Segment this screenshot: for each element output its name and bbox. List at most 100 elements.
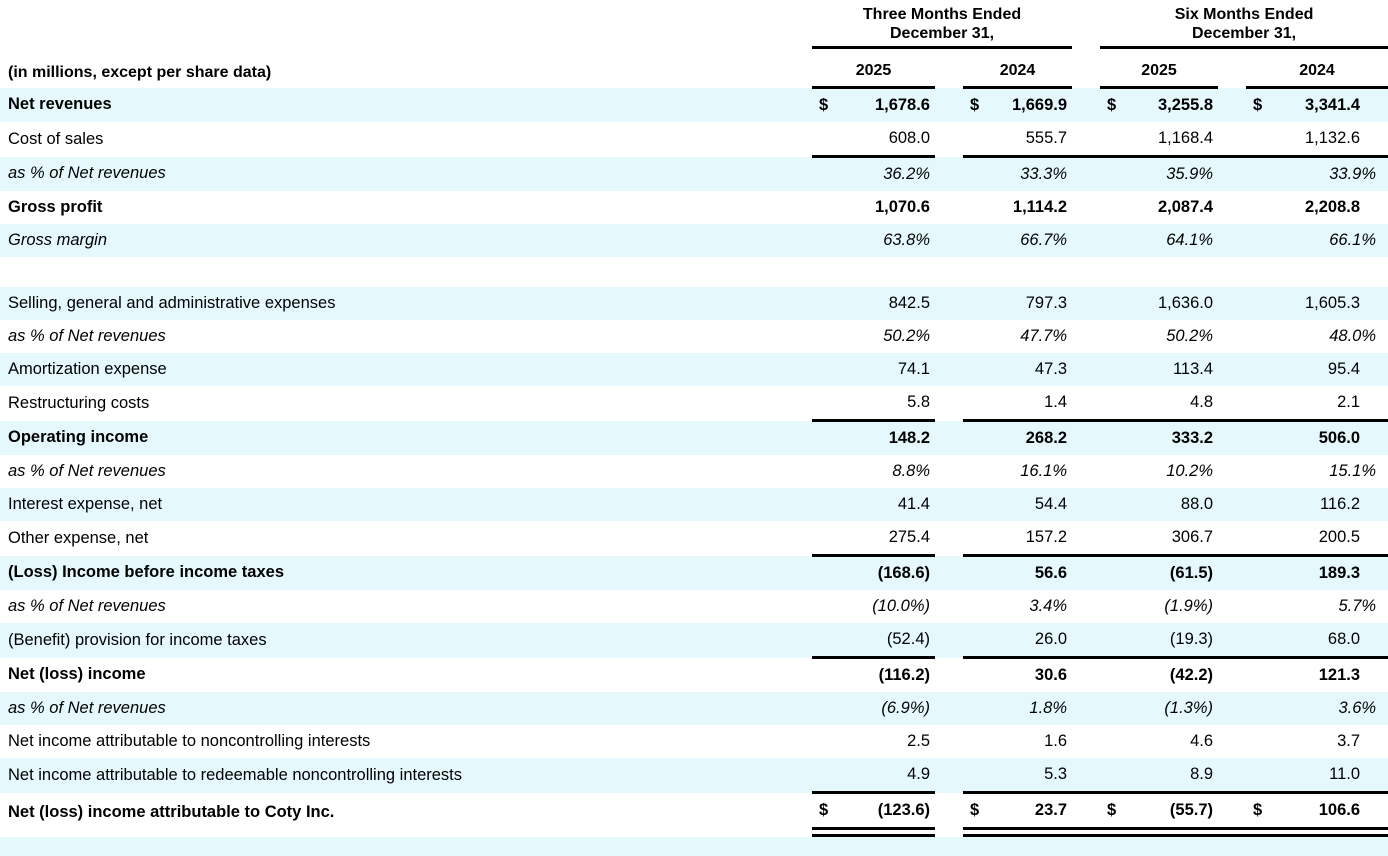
cell-value: 15.1% bbox=[1270, 455, 1388, 488]
dollar-sign-cell bbox=[963, 555, 987, 590]
dollar-sign-cell bbox=[1246, 353, 1271, 386]
table-row: as % of Net revenues 8.8% 16.1% 10.2% 15.1% bbox=[0, 455, 1388, 488]
gap-cell bbox=[1072, 0, 1100, 48]
cell-value: 88.0 bbox=[1124, 488, 1219, 521]
table-row: (Loss) Income before income taxes (168.6)… bbox=[0, 555, 1388, 590]
cell-value: 26.0 bbox=[987, 623, 1073, 659]
table-row: Other expense, net 275.4 157.2 306.7 200.5 bbox=[0, 521, 1388, 557]
table-row: Amortization expense 74.1 47.3 113.4 95.4 bbox=[0, 353, 1388, 386]
dollar-sign-cell bbox=[1100, 224, 1125, 257]
dollar-sign-cell bbox=[963, 122, 987, 158]
dollar-sign-cell bbox=[1100, 692, 1125, 725]
row-label: Operating income bbox=[0, 420, 812, 455]
cell-value: 1,070.6 bbox=[836, 191, 935, 224]
dollar-sign-cell: $ bbox=[963, 87, 987, 122]
cell-value: 2.5 bbox=[836, 725, 935, 758]
gap-cell bbox=[1218, 758, 1247, 793]
gap-cell bbox=[1218, 87, 1247, 122]
dollar-sign-cell bbox=[1100, 725, 1125, 758]
spacer-cell bbox=[0, 832, 1388, 856]
cell-value: (6.9%) bbox=[836, 692, 935, 725]
row-label: Cost of sales bbox=[0, 122, 812, 157]
dollar-sign-cell bbox=[1246, 191, 1271, 224]
table-row: Net (loss) income (116.2) 30.6 (42.2) 121.3 bbox=[0, 657, 1388, 692]
gap-cell bbox=[1218, 657, 1247, 692]
cell-value: 333.2 bbox=[1124, 420, 1219, 455]
gap-cell bbox=[1218, 353, 1247, 386]
gap-cell bbox=[935, 692, 963, 725]
cell-value: (1.3%) bbox=[1124, 692, 1219, 725]
dollar-sign-cell bbox=[1100, 320, 1125, 353]
year-column-header: 2024 bbox=[963, 47, 1073, 89]
period-title-line1: Six Months Ended bbox=[1174, 6, 1314, 23]
gap-cell bbox=[1072, 488, 1101, 521]
cell-value: 3,255.8 bbox=[1124, 87, 1219, 122]
dollar-sign-cell bbox=[812, 657, 836, 692]
cell-value: 54.4 bbox=[987, 488, 1073, 521]
edge-cell bbox=[1365, 191, 1388, 224]
gap-cell bbox=[1218, 623, 1247, 659]
cell-value: 608.0 bbox=[836, 122, 935, 158]
cell-value: 1,636.0 bbox=[1124, 287, 1219, 320]
cell-value: 5.3 bbox=[987, 758, 1073, 793]
dollar-sign-cell bbox=[963, 623, 987, 659]
edge-cell bbox=[1365, 758, 1388, 793]
edge-cell bbox=[1365, 287, 1388, 320]
table-row: Gross profit 1,070.6 1,114.2 2,087.4 2,208.8 bbox=[0, 191, 1388, 224]
dollar-sign-cell: $ bbox=[1100, 87, 1125, 122]
cell-value: 66.7% bbox=[987, 224, 1073, 257]
gap-cell bbox=[1072, 353, 1101, 386]
gap-cell bbox=[935, 224, 963, 257]
table-row: Operating income 148.2 268.2 333.2 506.0 bbox=[0, 420, 1388, 455]
dollar-sign-cell bbox=[1246, 623, 1271, 659]
dollar-sign-cell bbox=[1246, 758, 1271, 793]
dollar-sign-cell bbox=[1246, 692, 1271, 725]
gap-cell bbox=[935, 353, 963, 386]
dollar-sign-cell bbox=[1246, 420, 1271, 455]
dollar-sign-cell bbox=[812, 320, 836, 353]
dollar-sign-cell bbox=[812, 353, 836, 386]
gap-cell bbox=[1072, 455, 1101, 488]
dollar-sign-cell bbox=[812, 521, 836, 557]
row-label: as % of Net revenues bbox=[0, 320, 812, 353]
cell-value: 33.3% bbox=[987, 156, 1073, 191]
cell-value: 1.8% bbox=[987, 692, 1073, 725]
cell-value: 74.1 bbox=[836, 353, 935, 386]
cell-value: 1,678.6 bbox=[836, 87, 935, 122]
gap-cell bbox=[935, 725, 963, 758]
table-row: as % of Net revenues 36.2% 33.3% 35.9% 33.9% bbox=[0, 156, 1388, 191]
dollar-sign-cell bbox=[812, 191, 836, 224]
row-label: (Loss) Income before income taxes bbox=[0, 555, 812, 590]
cell-value: 66.1% bbox=[1270, 224, 1388, 257]
row-label: Net income attributable to redeemable no… bbox=[0, 758, 812, 793]
period-title-line2: December 31, bbox=[889, 25, 995, 42]
gap-cell bbox=[1218, 590, 1247, 623]
dollar-sign-cell bbox=[963, 386, 987, 422]
gap-cell bbox=[1072, 657, 1101, 692]
gap-cell bbox=[1218, 791, 1247, 837]
gap-cell bbox=[1072, 791, 1101, 837]
dollar-sign-cell bbox=[1100, 488, 1125, 521]
dollar-sign-cell bbox=[1246, 287, 1271, 320]
dollar-sign-cell: $ bbox=[812, 87, 836, 122]
period-header-six-months: Six Months Ended December 31, bbox=[1100, 0, 1388, 49]
row-label: Amortization expense bbox=[0, 353, 812, 386]
dollar-sign-cell bbox=[1100, 455, 1125, 488]
edge-cell bbox=[1365, 521, 1388, 557]
dollar-sign-cell bbox=[1100, 590, 1125, 623]
dollar-sign-cell bbox=[1246, 386, 1271, 422]
cell-value: (116.2) bbox=[836, 657, 935, 692]
dollar-sign-cell bbox=[1246, 555, 1271, 590]
units-note: (in millions, except per share data) bbox=[8, 63, 272, 81]
gap-cell bbox=[935, 590, 963, 623]
row-label: Net income attributable to noncontrollin… bbox=[0, 725, 812, 758]
dollar-sign-cell bbox=[963, 320, 987, 353]
gap-cell bbox=[935, 521, 963, 556]
dollar-sign-cell bbox=[1100, 758, 1125, 793]
cell-value: 48.0% bbox=[1270, 320, 1388, 353]
gap-cell bbox=[1072, 590, 1101, 623]
dollar-sign-cell bbox=[812, 455, 836, 488]
dollar-sign-cell bbox=[963, 224, 987, 257]
cell-value: 11.0 bbox=[1270, 758, 1366, 793]
dollar-sign-cell bbox=[1246, 725, 1271, 758]
